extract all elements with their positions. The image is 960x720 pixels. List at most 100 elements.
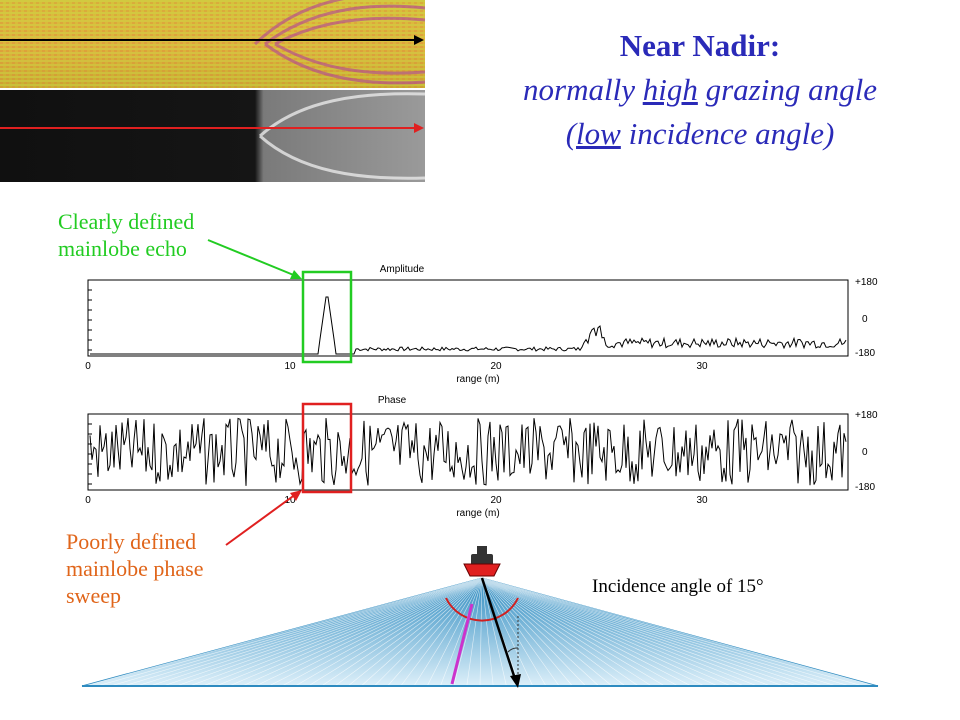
fan-ray	[97, 577, 483, 687]
fan-ray	[255, 577, 483, 687]
phase-annotation: Poorly defined mainlobe phase sweep	[66, 529, 204, 608]
fan-ray	[481, 577, 613, 687]
fan-ray	[481, 577, 626, 687]
fan-ray	[163, 577, 483, 687]
phase-xtick-0: 0	[85, 495, 91, 506]
fan-ray	[308, 577, 483, 687]
fan-ray	[466, 577, 483, 687]
fan-ray	[481, 577, 745, 687]
fan-ray	[481, 577, 679, 687]
fan-ray	[400, 577, 483, 687]
phase-rtick-bot: -180	[855, 482, 875, 493]
phase-xtick-30: 30	[696, 495, 708, 506]
beam-arc	[445, 597, 519, 622]
fan-ray	[481, 577, 784, 687]
fan-ray	[481, 577, 573, 687]
fan-ray	[321, 577, 483, 687]
fan-ray	[215, 577, 483, 687]
fan-ray	[361, 577, 483, 687]
fan-ray	[426, 577, 483, 687]
phase-plot-title: Phase	[378, 395, 407, 406]
amp-xtick-20: 20	[490, 361, 502, 372]
amp-xtick-30: 30	[696, 361, 708, 372]
fan-ray	[481, 577, 547, 687]
phase-rtick-top: +180	[855, 410, 878, 421]
fan-ray	[123, 577, 483, 687]
fan-ray	[481, 577, 824, 687]
fan-ray	[189, 577, 483, 687]
fan-ray	[479, 577, 483, 687]
amp-rtick-top: +180	[855, 277, 878, 288]
fan-ray	[481, 577, 797, 687]
fan-ray	[481, 577, 560, 687]
fan-ray	[481, 577, 837, 687]
amplitude-plot-title: Amplitude	[380, 264, 425, 275]
fan-ray	[481, 577, 811, 687]
fan-ray	[481, 577, 586, 687]
echo-annotation: Clearly defined mainlobe echo	[58, 209, 195, 261]
magenta-beam	[450, 603, 474, 685]
fan-ray	[481, 577, 534, 687]
swath-diagram	[81, 546, 879, 688]
fan-ray	[481, 577, 863, 687]
amplitude-image	[0, 90, 425, 182]
fan-ray	[481, 577, 877, 687]
amp-rtick-bot: -180	[855, 348, 875, 359]
fan-ray	[481, 577, 705, 687]
fan-ray	[110, 577, 483, 687]
incidence-arrow	[480, 577, 518, 683]
fan-ray	[453, 577, 483, 687]
subtitle-line-1: normally high grazing angle	[523, 72, 877, 107]
amp-xtick-10: 10	[284, 361, 296, 372]
fan-ray	[481, 577, 494, 687]
page-title: Near Nadir:	[619, 28, 781, 63]
fan-ray	[440, 577, 483, 687]
fan-ray	[242, 577, 483, 687]
phase-xtick-20: 20	[490, 495, 502, 506]
echo-highlight-box	[301, 270, 353, 364]
fan-ray	[481, 577, 692, 687]
phase-arrow	[225, 493, 297, 546]
incidence-label: Incidence angle of 15°	[592, 576, 764, 597]
fan-ray	[149, 577, 483, 687]
fan-ray	[481, 577, 771, 687]
fan-ray	[481, 577, 600, 687]
amp-xlabel: range (m)	[456, 374, 499, 385]
fan-ray	[481, 577, 731, 687]
fan-ray	[136, 577, 483, 687]
fan-ray	[83, 577, 483, 687]
amp-rtick-mid: 0	[862, 314, 868, 325]
phase-xtick-10: 10	[284, 495, 296, 506]
fan-ray	[176, 577, 483, 687]
fan-ray	[481, 577, 652, 687]
ship-icon	[463, 546, 501, 577]
fan-ray	[347, 577, 483, 687]
fan-ray	[295, 577, 483, 687]
fan-ray	[481, 577, 758, 687]
subtitle-line-2: (low incidence angle)	[565, 116, 835, 151]
amp-xtick-0: 0	[85, 361, 91, 372]
fan-ray	[413, 577, 483, 687]
fan-ray	[268, 577, 483, 687]
fan-ray	[481, 577, 718, 687]
fan-ray	[202, 577, 483, 687]
phase-xlabel: range (m)	[456, 508, 499, 519]
amplitude-trace	[90, 296, 847, 355]
fan-ray	[334, 577, 483, 687]
fan-ray	[481, 577, 850, 687]
fan-ray	[481, 577, 665, 687]
echo-arrow	[207, 239, 297, 277]
sonar-images	[0, 0, 425, 182]
phase-trace	[89, 417, 847, 486]
phase-rtick-mid: 0	[862, 447, 868, 458]
phase-plot: Phase 0 10 20 30 range (m) +180 0 -180	[85, 395, 878, 519]
fan-ray	[281, 577, 483, 687]
fan-ray	[481, 577, 507, 687]
fan-ray	[481, 577, 639, 687]
fan-ray	[387, 577, 483, 687]
phase-highlight-box	[301, 402, 353, 494]
fan-ray	[229, 577, 483, 687]
fan-ray	[374, 577, 483, 687]
amplitude-plot: Amplitude 0 10 20 30 range (m) +180 0 -1…	[85, 264, 878, 385]
